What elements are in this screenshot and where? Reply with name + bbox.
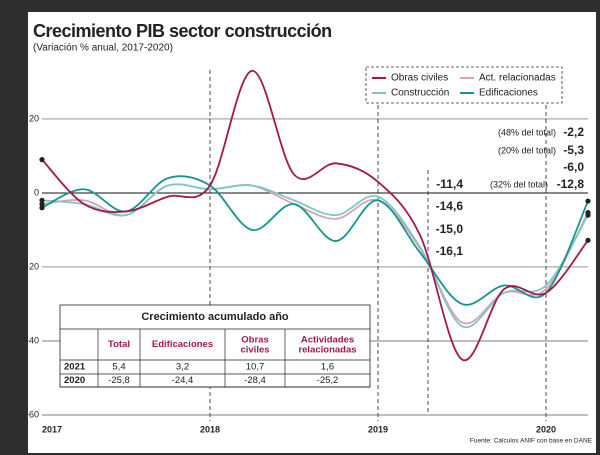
- chart-title: Crecimiento PIB sector construcción: [33, 21, 332, 41]
- end-dot: [585, 237, 591, 243]
- legend-label: Construcción: [391, 88, 449, 99]
- y-tick-label: -60: [26, 409, 39, 419]
- table-cell: 1,6: [321, 362, 334, 373]
- table-cell: -25,8: [108, 375, 130, 386]
- line: [41, 175, 589, 306]
- table-row-label: 2020: [64, 375, 85, 386]
- y-tick-label: -40: [26, 335, 39, 345]
- source: Fuente: Cálculos ANIF con base en DANE: [470, 438, 593, 445]
- line: [41, 183, 589, 329]
- x-tick-label: 2019: [368, 424, 388, 434]
- x-tick-label: 2018: [200, 424, 220, 434]
- data-label: -2,2: [563, 125, 584, 139]
- end-dot: [585, 209, 591, 216]
- legend-label: Obras civiles: [391, 73, 448, 84]
- chart-subtitle: (Variación % anual, 2017-2020): [33, 43, 173, 54]
- y-tick-label: 0: [34, 187, 39, 197]
- end-dot: [39, 197, 45, 203]
- table-header: Actividades relacionadas: [298, 334, 356, 355]
- end-dot: [39, 201, 45, 207]
- share-label: (32% del total): [490, 179, 548, 189]
- table-cell: 10,7: [246, 362, 265, 373]
- y-tick-label: 20: [29, 113, 39, 123]
- data-label: -6,0: [563, 160, 584, 174]
- data-label: -16,1: [436, 244, 464, 258]
- share-label: (20% del total): [498, 145, 556, 155]
- table-cell: 3,2: [176, 362, 189, 373]
- end-dot: [39, 157, 45, 163]
- x-tick-label: 2017: [42, 424, 62, 434]
- data-label: -14,6: [436, 199, 464, 213]
- table-cell: -24,4: [172, 375, 194, 386]
- table-cell: -28,4: [244, 375, 266, 386]
- table-cell: 5,4: [112, 362, 125, 373]
- legend-label: Edificaciones: [479, 88, 538, 99]
- table-header: Obras civiles: [240, 334, 269, 355]
- line: [41, 69, 589, 362]
- table-cell: -25,2: [317, 375, 339, 386]
- end-dot: [585, 198, 591, 204]
- table-title: Crecimiento acumulado año: [141, 311, 289, 323]
- data-label: -11,4: [436, 177, 463, 191]
- table-header: Total: [108, 339, 130, 350]
- x-tick-label: 2020: [536, 424, 556, 434]
- data-label: -12,8: [557, 177, 585, 191]
- table-header: Edificaciones: [152, 339, 213, 350]
- data-label: -15,0: [436, 222, 464, 236]
- share-label: (48% del total): [498, 127, 556, 137]
- data-label: -5,3: [563, 143, 584, 157]
- legend-label: Act. relacionadas: [479, 73, 556, 84]
- table-box: [59, 304, 371, 388]
- table-row-label: 2021: [64, 362, 86, 373]
- end-dot: [39, 205, 45, 211]
- legend-box: [365, 66, 563, 104]
- y-tick-label: -20: [26, 261, 39, 271]
